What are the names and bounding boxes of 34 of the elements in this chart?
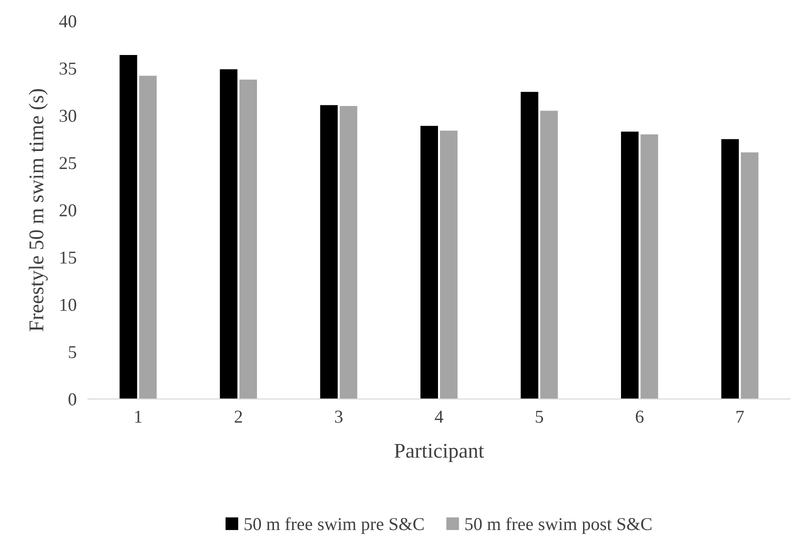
- x-tick-label: 2: [234, 410, 242, 423]
- y-tick-label: 20: [60, 204, 76, 216]
- bar: [239, 80, 257, 399]
- x-tick-label: 3: [335, 410, 343, 423]
- bar: [740, 152, 758, 399]
- legend-label: 50 m free swim pre S&C: [244, 517, 424, 534]
- bar: [120, 55, 138, 399]
- y-tick-label: 35: [60, 62, 76, 75]
- bar: [139, 76, 157, 399]
- bar: [640, 134, 658, 399]
- bar: [320, 105, 338, 399]
- bar: [340, 106, 358, 399]
- bar: [721, 139, 739, 399]
- x-tick-label: 1: [135, 410, 142, 423]
- x-tick-label: 7: [736, 410, 744, 423]
- y-tick-label: 30: [60, 110, 76, 122]
- y-tick-label: 5: [68, 346, 76, 358]
- x-axis-title: Participant: [394, 444, 484, 462]
- y-tick-label: 25: [60, 157, 76, 170]
- y-tick-label: 15: [60, 252, 76, 264]
- bar: [540, 110, 558, 399]
- bar: [420, 126, 438, 399]
- y-tick-label: 10: [60, 298, 76, 311]
- bar: [220, 69, 238, 399]
- bar: [520, 92, 538, 399]
- x-tick-label: 5: [536, 410, 544, 423]
- y-tick-label: 0: [68, 393, 76, 406]
- y-tick-label: 40: [59, 15, 76, 28]
- y-axis-title: Freestyle 50 m swim time (s): [28, 89, 48, 332]
- x-tick-label: 6: [636, 410, 644, 423]
- legend-label: 50 m free swim post S&C: [465, 517, 652, 534]
- x-tick-label: 4: [434, 410, 444, 423]
- bar: [440, 130, 458, 399]
- bar: [621, 132, 639, 399]
